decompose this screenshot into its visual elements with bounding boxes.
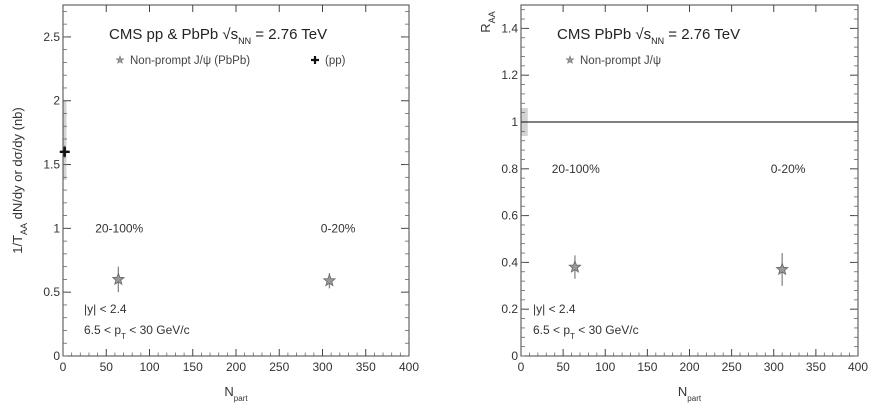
panel-1-x-tick-label: 250 [269, 360, 289, 374]
panel-2-x-tick-label: 150 [637, 360, 657, 374]
panel-1-centrality-label: 20-100% [95, 221, 143, 235]
panel-2-x-tick-label: 350 [806, 360, 826, 374]
panel-2-pt-cut: 6.5 < pT < 30 GeV/c [533, 323, 639, 341]
panel-2-y-tick-label: 1.4 [501, 21, 518, 35]
panel-2-legend-star-marker [565, 55, 575, 64]
panel-1-legend-label: Non-prompt J/ψ (PbPb) [130, 55, 250, 67]
panel-2-data-point-star [568, 259, 582, 273]
panel-2-y-tick-label: 0.8 [501, 162, 518, 176]
panel-1-legend-cross-marker [311, 56, 319, 64]
panel-2-y-tick-label: 0.6 [501, 209, 518, 223]
panel-1-y-tick-label: 2 [53, 94, 60, 108]
left-panel: 0 50 100 150 200 250 300 350 400 0 0.5 1 1.5 2 2.5 CMS … [10, 4, 419, 403]
panel-1-x-tick-label: 300 [312, 360, 332, 374]
panel-1-x-tick-label: 350 [356, 360, 376, 374]
panel-1-data-point-star [111, 272, 126, 286]
panel-1-x-tick-label: 400 [399, 360, 419, 374]
panel-2-x-tick-label: 300 [764, 360, 784, 374]
panel-2-x-tick-label: 100 [595, 360, 615, 374]
panel-1-x-tick-label: 150 [183, 360, 203, 374]
panel-1-x-tick-label: 200 [226, 360, 246, 374]
panel-2-y-axis-title: RAA [478, 11, 497, 32]
panel-2-y-tick-label: 0.4 [501, 255, 518, 269]
panel-1-x-tick-label: 0 [60, 360, 67, 374]
panel-2-y-tick-label: 1 [511, 115, 518, 129]
panel-1-legend-star-marker [115, 55, 125, 64]
right-panel: 0 50 100 150 200 250 300 350 400 0 0.2 0.4 0.6 0.8 1 1.… [478, 4, 868, 403]
panel-1-rapidity-cut: |y| < 2.4 [84, 302, 127, 316]
panel-1-y-tick-label: 1 [53, 221, 60, 235]
panel-1-x-tick-label: 100 [139, 360, 159, 374]
panel-1-y-tick-label: 2.5 [43, 30, 60, 44]
panel-2-y-tick-label: 1.2 [501, 68, 518, 82]
panel-2-x-tick-label: 200 [679, 360, 699, 374]
panel-1-data-point-star [322, 273, 337, 287]
panel-1-legend-label: (pp) [325, 55, 346, 67]
panel-2-x-tick-label: 0 [518, 360, 525, 374]
panel-1-data-point-cross [59, 146, 70, 157]
panel-2-x-tick-label: 400 [848, 360, 868, 374]
panel-2-y-tick-label: 0 [511, 349, 518, 363]
panel-1-y-axis-title: 1/TAA dN/dy or dσ/dy (nb) [10, 107, 29, 254]
panel-2-y-tick-label: 0.2 [501, 302, 518, 316]
panel-1-y-tick-label: 0 [53, 349, 60, 363]
panel-1-syst-band [63, 100, 67, 180]
panel-2-data-point-star [775, 262, 789, 276]
panel-2-x-axis-title: Npart [678, 384, 702, 403]
panel-1-y-tick-label: 0.5 [43, 285, 60, 299]
panel-2-centrality-label: 20-100% [552, 162, 600, 176]
panel-2-x-tick-label: 250 [722, 360, 742, 374]
panel-1-header: CMS pp & PbPb √sNN = 2.76 TeV [109, 26, 327, 46]
panel-2-rapidity-cut: |y| < 2.4 [533, 302, 576, 316]
panel-2-x-tick-label: 50 [556, 360, 570, 374]
panel-1-x-axis-title: Npart [224, 384, 248, 403]
panel-1-x-tick-label: 50 [100, 360, 114, 374]
panel-2-centrality-label: 0-20% [771, 162, 806, 176]
panel-2-legend-label: Non-prompt J/ψ [580, 55, 661, 67]
panel-1-pt-cut: 6.5 < pT < 30 GeV/c [84, 323, 190, 341]
panel-2-header: CMS PbPb √sNN = 2.76 TeV [557, 26, 740, 46]
panel-1-y-tick-label: 1.5 [43, 158, 60, 172]
panel-1-centrality-label: 0-20% [321, 221, 356, 235]
